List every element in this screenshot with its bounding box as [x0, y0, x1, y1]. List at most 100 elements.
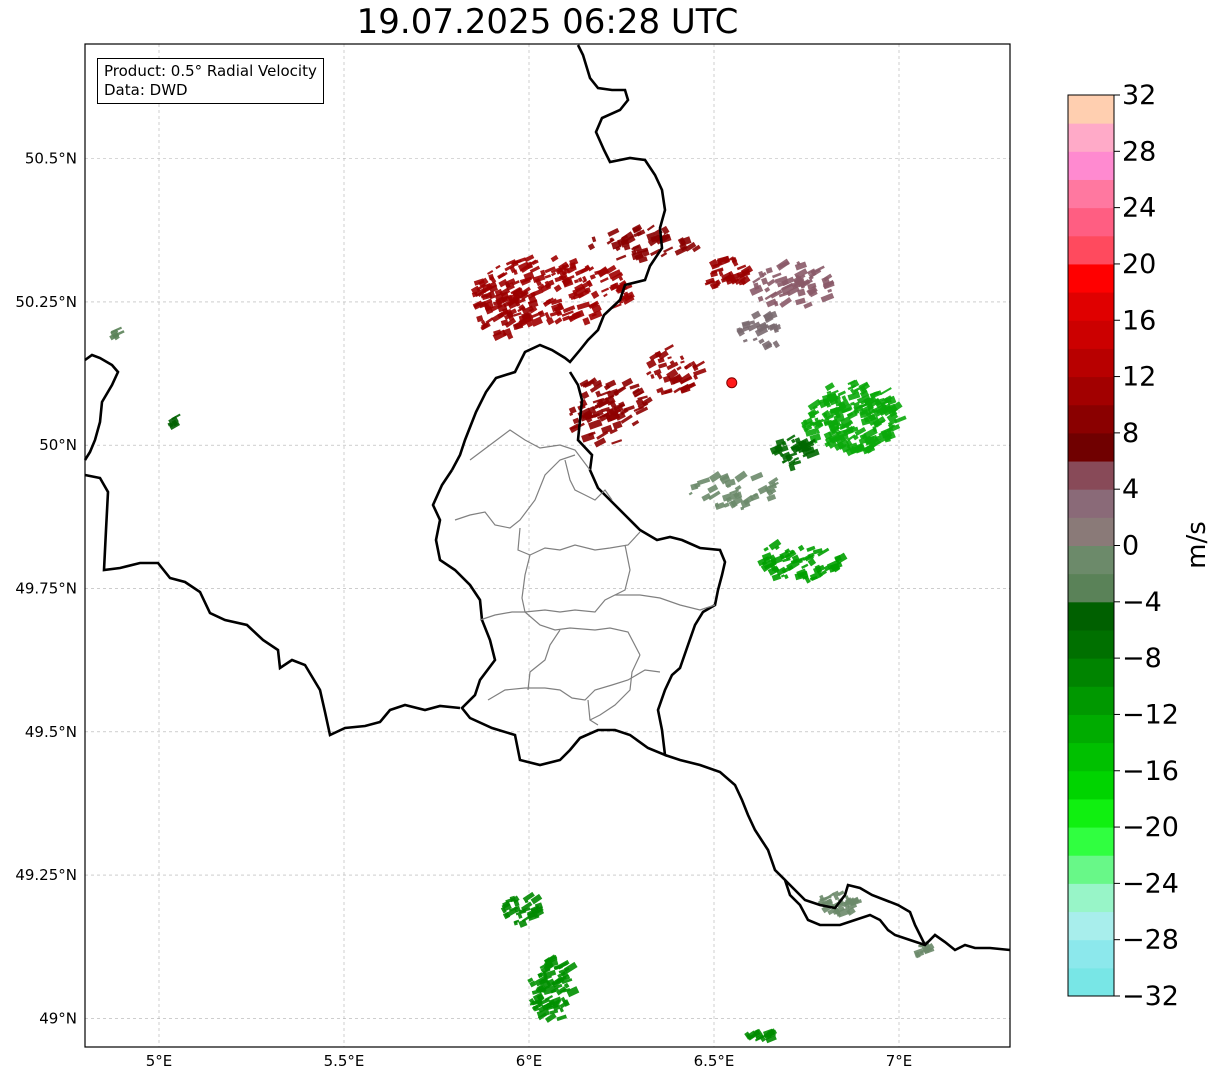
velocity-echo	[646, 370, 652, 376]
velocity-echo	[530, 905, 540, 912]
velocity-echo	[725, 496, 733, 503]
lon-tick-label: 7°E	[886, 1052, 913, 1070]
velocity-echo	[922, 943, 935, 953]
radar-site-marker	[726, 377, 738, 389]
velocity-echo	[800, 417, 813, 427]
velocity-echo	[540, 962, 554, 974]
lat-tick-label: 49.25°N	[15, 866, 77, 884]
colorbar-band	[1068, 263, 1114, 293]
velocity-echo	[562, 278, 574, 288]
velocity-echo	[527, 977, 534, 983]
velocity-echo	[505, 897, 514, 904]
velocity-echo	[552, 1004, 561, 1012]
velocity-echo	[757, 295, 764, 302]
velocity-echo	[550, 254, 559, 263]
velocity-echo	[877, 419, 885, 425]
velocity-echo	[562, 987, 571, 993]
velocity-echo	[532, 908, 545, 918]
velocity-echo	[551, 271, 557, 277]
velocity-echo	[112, 330, 125, 338]
velocity-echo	[774, 545, 780, 551]
velocity-echo	[589, 274, 596, 280]
velocity-echo	[717, 255, 730, 264]
lon-tick-label: 5.5°E	[324, 1052, 365, 1070]
colorbar-band	[1068, 883, 1114, 913]
velocity-echo	[511, 287, 523, 298]
velocity-echo	[646, 358, 657, 369]
velocity-echo	[752, 337, 758, 342]
velocity-echo	[752, 276, 761, 284]
velocity-echo	[587, 418, 603, 430]
velocity-echo	[521, 901, 533, 912]
velocity-echo	[747, 321, 761, 332]
colorbar-tick-label: 4	[1122, 474, 1139, 505]
velocity-echo	[594, 400, 608, 409]
velocity-echo	[860, 417, 870, 426]
colorbar-band	[1068, 573, 1114, 603]
colorbar-tick-label: 32	[1122, 80, 1156, 111]
colorbar-band	[1068, 235, 1114, 265]
lon-tick-label: 6°E	[516, 1052, 543, 1070]
velocity-echo	[772, 272, 782, 279]
velocity-echo	[755, 1034, 764, 1041]
velocity-echo	[615, 411, 626, 421]
velocity-echo	[826, 392, 838, 402]
velocity-echo	[542, 980, 552, 989]
velocity-echo	[856, 394, 871, 404]
velocity-echo	[556, 310, 563, 317]
velocity-echo	[764, 484, 775, 494]
velocity-echo	[831, 563, 840, 573]
velocity-echo	[693, 367, 707, 377]
velocity-echo	[476, 283, 487, 292]
chart-title: 19.07.2025 06:28 UTC	[356, 2, 739, 42]
velocity-echo	[679, 242, 688, 252]
velocity-echo	[734, 485, 742, 492]
velocity-echo	[536, 993, 545, 1002]
velocity-echo	[480, 323, 489, 331]
velocity-echo	[737, 325, 750, 334]
velocity-echo	[688, 382, 695, 388]
velocity-echo	[758, 338, 765, 345]
velocity-echo	[768, 538, 782, 551]
velocity-echo	[631, 245, 640, 251]
velocity-echo	[781, 564, 794, 574]
velocity-echo	[754, 1029, 761, 1037]
velocity-echo	[606, 238, 615, 245]
velocity-echo	[544, 954, 558, 964]
velocity-echo	[680, 360, 685, 364]
velocity-echo	[544, 266, 556, 274]
velocity-echo	[842, 407, 852, 413]
velocity-echo	[714, 502, 720, 508]
velocity-echo	[500, 319, 509, 327]
velocity-echo	[549, 1009, 559, 1015]
velocity-echo	[634, 252, 644, 261]
colorbar-band	[1068, 939, 1114, 969]
velocity-echo	[794, 268, 808, 280]
velocity-echo	[607, 411, 621, 422]
velocity-echo	[834, 552, 848, 565]
velocity-echo	[839, 443, 847, 450]
velocity-echo	[600, 424, 613, 434]
colorbar-band	[1068, 95, 1114, 124]
velocity-echo	[589, 382, 603, 393]
velocity-echo	[609, 283, 618, 292]
colorbar-band	[1068, 179, 1114, 209]
colorbar-band	[1068, 601, 1114, 631]
velocity-echo	[784, 548, 791, 554]
colorbar-band	[1068, 151, 1114, 180]
velocity-echo	[544, 282, 552, 289]
velocity-echo	[798, 440, 808, 449]
velocity-echo	[807, 268, 816, 275]
velocity-echo	[550, 298, 563, 306]
velocity-echo	[537, 997, 551, 1006]
colorbar-band	[1068, 798, 1114, 828]
velocity-echo	[511, 280, 520, 286]
velocity-echo	[492, 329, 507, 341]
velocity-echo	[869, 391, 879, 398]
velocity-echo	[608, 269, 622, 280]
colorbar-tick-label: 16	[1122, 305, 1156, 336]
velocity-echo	[583, 381, 592, 388]
velocity-echo	[718, 271, 724, 277]
velocity-echo	[884, 436, 891, 443]
velocity-echo	[878, 429, 889, 439]
